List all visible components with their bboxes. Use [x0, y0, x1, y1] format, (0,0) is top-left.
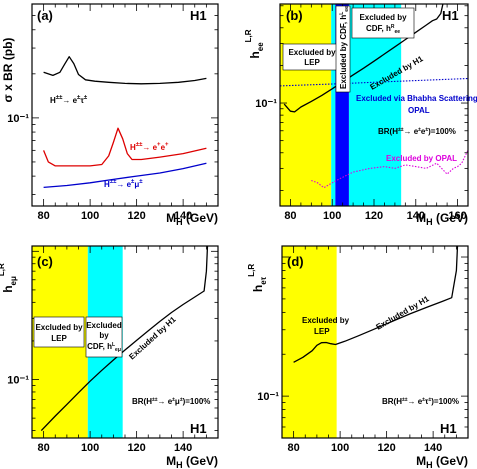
- panel-d-ticks: 80 100 120 140 10⁻¹: [257, 246, 469, 454]
- legend-ee: H±±→ e+e+: [130, 142, 169, 152]
- band-b-1: [331, 4, 336, 206]
- panel-c-experiment: H1: [190, 421, 207, 436]
- band-d-0: [282, 246, 337, 438]
- xtick-label-c: 140: [174, 442, 192, 454]
- xtick-label-d: 140: [424, 442, 442, 454]
- panel-b-ticks: 80 100 120 140 160 10⁻¹: [255, 4, 469, 222]
- ytick-label-d: 10⁻¹: [257, 391, 279, 403]
- panel-b: 80 100 120 140 160 10⁻¹ (b) H1 heeL,R MH (GeV…: [244, 3, 477, 227]
- xtick-label-a: 80: [38, 210, 50, 222]
- legend-emu: H±±→ e±μ±: [104, 179, 143, 189]
- panel-c-xlabel: MH (GeV): [166, 454, 218, 469]
- annot-lep-d-2: LEP: [314, 327, 330, 336]
- panel-d-label: (d): [287, 254, 304, 269]
- xtick-label-d: 120: [377, 442, 395, 454]
- annot-cdf-c-2: by: [99, 331, 109, 340]
- annot-lep-b-2: LEP: [304, 58, 320, 67]
- ytick-label-b: 10⁻¹: [255, 98, 277, 110]
- ytick-label-c: 10⁻¹: [7, 375, 29, 387]
- legend-etau: H±±→ e±τ±: [50, 95, 88, 105]
- panel-a-experiment: H1: [190, 8, 207, 23]
- panel-a-ylabel: σ x BR (pb): [1, 38, 15, 103]
- panel-b-ylabel: heeL,R: [244, 29, 265, 58]
- annot-cdf-c-1: Excluded: [86, 321, 122, 330]
- xtick-label-b: 80: [284, 210, 296, 222]
- panel-d-experiment: H1: [440, 421, 457, 436]
- series-a-0: [43, 56, 207, 85]
- annot-box-cdf-r: [351, 7, 415, 39]
- annot-lep-b-1: Excluded by: [288, 48, 336, 57]
- annot-box-lep-b: [282, 43, 342, 71]
- panel-c-ylabel: heμL,R: [0, 263, 18, 293]
- xtick-label-a: 100: [81, 210, 99, 222]
- panel-a-label: (a): [37, 8, 53, 23]
- annot-h1-d: Excluded by H1: [375, 294, 432, 332]
- panel-a-xlabel: MH (GeV): [166, 211, 218, 227]
- xtick-label-a: 120: [127, 210, 145, 222]
- annot-lep-d-1: Excluded by: [302, 316, 350, 325]
- panel-d-marks: [293, 245, 459, 363]
- annot-cdf-l: Excluded by CDF, hLee: [339, 6, 350, 89]
- panel-d-bands: [282, 246, 337, 438]
- xtick-label-b: 120: [365, 210, 383, 222]
- panel-d-ylabel: heτL,R: [247, 264, 268, 292]
- annot-lep-c-1: Excluded by: [35, 323, 83, 332]
- panel-a: 80 100 120 140 10⁻¹ (a) H1 σ x BR (pb) MH (G…: [1, 3, 219, 227]
- panel-b-label: (b): [286, 8, 303, 23]
- xtick-label-b: 100: [323, 210, 341, 222]
- xtick-label-b: 160: [448, 210, 466, 222]
- panel-a-ticks: 80 100 120 140 10⁻¹: [7, 4, 219, 222]
- panel-c-label: (c): [37, 254, 53, 269]
- xtick-label-d: 80: [288, 442, 300, 454]
- annot-box-cdf-l: [335, 5, 351, 93]
- panel-b-marks: [279, 3, 469, 189]
- annot-cdf-r-2: CDF, hRee: [366, 24, 400, 35]
- xtick-label-c: 100: [81, 442, 99, 454]
- panel-c-marks: [40, 245, 209, 432]
- annot-lep-c-2: LEP: [51, 334, 67, 343]
- xtick-label-a: 140: [174, 210, 192, 222]
- panel-d: 80 100 120 140 10⁻¹ (d) H1 heτL,R MH (GeV) E…: [247, 245, 469, 469]
- annot-opal-excl: Excluded by OPAL: [386, 154, 457, 163]
- series-d-0: [293, 245, 459, 363]
- annot-bhabha: Excluded via Bhabha Scattering: [356, 94, 477, 103]
- annot-br-b: BR(H±±→ e±e±)=100%: [378, 127, 456, 136]
- panel-b-experiment: H1: [442, 8, 459, 23]
- annot-box-cdf-c: [85, 316, 123, 358]
- xtick-label-c: 80: [38, 442, 50, 454]
- panel-c: 80 100 120 140 10⁻¹ (c) H1 heμL,R MH (GeV) E…: [0, 245, 219, 469]
- annot-br-c: BR(H±±→ e±μ±)=100%: [132, 397, 210, 406]
- series-b-0: [283, 3, 444, 113]
- panel-a-marks: [42, 56, 207, 189]
- panel-d-xlabel: MH (GeV): [416, 454, 468, 469]
- xtick-label-d: 100: [331, 442, 349, 454]
- xtick-label-b: 140: [407, 210, 425, 222]
- annot-h1-c: Excluded by H1: [127, 315, 178, 362]
- annot-br-d: BR(H±±→ e±τ±)=100%: [382, 397, 459, 406]
- panel-b-xlabel: MH (GeV): [416, 211, 468, 227]
- ytick-label-a: 10⁻¹: [7, 113, 29, 125]
- series-a-1: [42, 127, 207, 167]
- annot-cdf-r-1: Excluded by: [359, 13, 407, 22]
- series-a-2: [43, 162, 207, 189]
- panel-c-ticks: 80 100 120 140 10⁻¹: [7, 246, 219, 454]
- xtick-label-c: 120: [127, 442, 145, 454]
- annot-opal-b: OPAL: [408, 106, 430, 115]
- panel-a-frame: [31, 3, 219, 207]
- series-c-0: [40, 245, 209, 432]
- annot-box-lep-c: [33, 316, 85, 348]
- annot-cdf-c-3: CDF, hLeμ: [87, 342, 121, 353]
